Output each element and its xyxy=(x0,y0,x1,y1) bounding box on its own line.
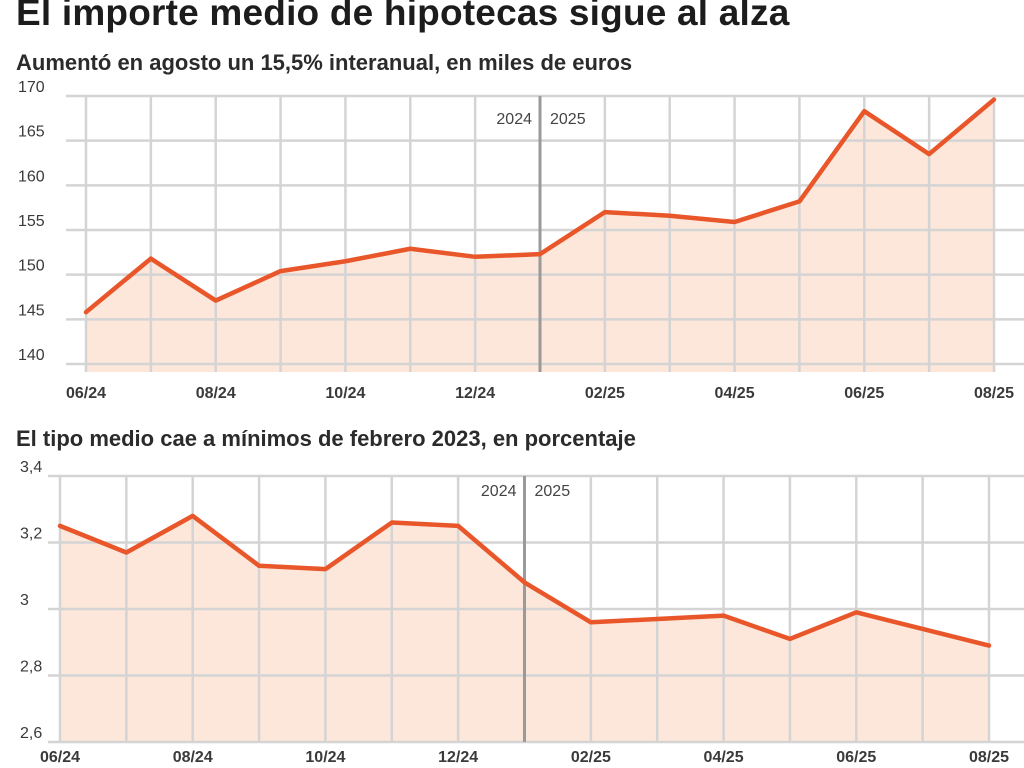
chart1-xtick-label: 08/24 xyxy=(196,385,236,402)
chart2-year-label-2024: 2024 xyxy=(481,483,517,500)
chart1-xtick-label: 08/25 xyxy=(974,385,1014,402)
chart2-xtick-label: 02/25 xyxy=(571,749,611,766)
chart2-ytick-label: 2,6 xyxy=(20,725,42,742)
chart2-xtick-label: 08/25 xyxy=(969,749,1009,766)
chart1-ytick-label: 170 xyxy=(18,79,45,96)
chart1-xtick-label: 06/25 xyxy=(844,385,884,402)
chart2-xtick-label: 12/24 xyxy=(438,749,478,766)
chart1-ytick-label: 150 xyxy=(18,258,45,275)
chart1-subtitle: Aumentó en agosto un 15,5% interanual, e… xyxy=(16,50,633,75)
chart1-ytick-label: 155 xyxy=(18,213,45,230)
chart1-xtick-label: 06/24 xyxy=(66,385,106,402)
chart2-xtick-label: 10/24 xyxy=(305,749,345,766)
chart2-series-line xyxy=(57,513,992,648)
mortgage-amount-chart: 140 145 150 155 160 165 170 2024 2025 06/24 08/24 1… xyxy=(18,79,1024,402)
chart2-ytick-label: 3,2 xyxy=(20,526,42,543)
chart1-xtick-label: 10/24 xyxy=(325,385,365,402)
chart1-ytick-label: 145 xyxy=(18,302,45,319)
chart1-ytick-label: 165 xyxy=(18,124,45,141)
chart1-ytick-label: 140 xyxy=(18,347,45,364)
chart1-year-label-2025: 2025 xyxy=(550,111,586,128)
chart1-ytick-label: 160 xyxy=(18,168,45,185)
chart1-xtick-label: 02/25 xyxy=(585,385,625,402)
chart1-xtick-label: 04/25 xyxy=(715,385,755,402)
chart2-xtick-label: 04/25 xyxy=(704,749,744,766)
chart2-ytick-label: 2,8 xyxy=(20,659,42,676)
chart2-xtick-label: 08/24 xyxy=(173,749,213,766)
chart-title: El importe medio de hipotecas sigue al a… xyxy=(16,0,790,33)
chart2-xtick-label: 06/25 xyxy=(836,749,876,766)
chart1-xtick-label: 12/24 xyxy=(455,385,495,402)
chart2-year-label-2025: 2025 xyxy=(535,483,571,500)
chart1-year-label-2024: 2024 xyxy=(496,111,532,128)
chart1-area-fill xyxy=(86,99,994,372)
chart2-ytick-label: 3,4 xyxy=(20,459,42,476)
chart2-ytick-label: 3 xyxy=(20,592,29,609)
chart1-series-line xyxy=(83,97,997,315)
chart2-xtick-label: 06/24 xyxy=(40,749,80,766)
chart2-subtitle: El tipo medio cae a mínimos de febrero 2… xyxy=(16,426,636,451)
